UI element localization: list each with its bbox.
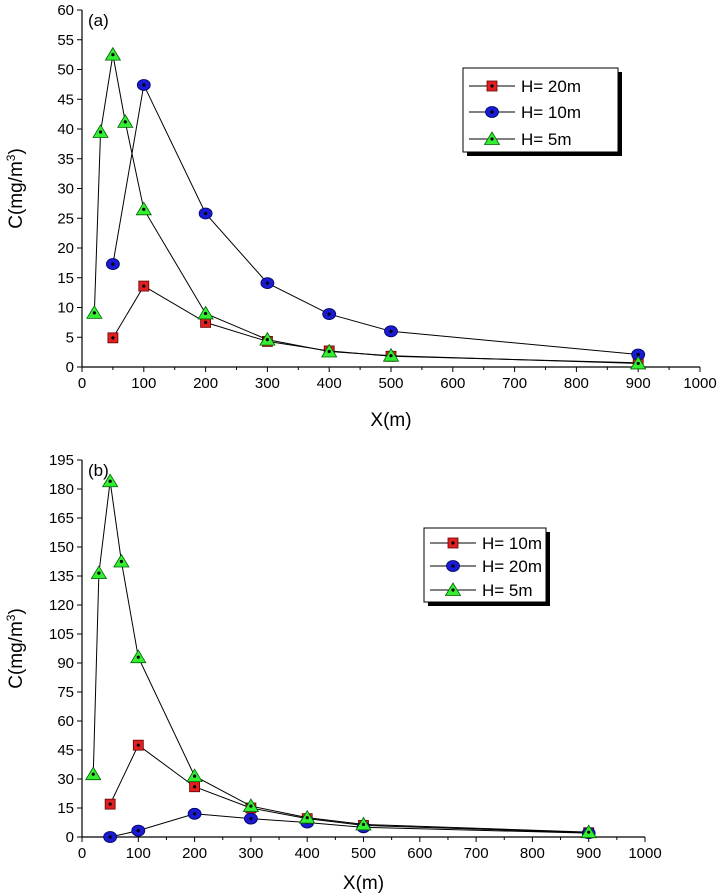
x-tick-label: 1000 — [683, 375, 716, 392]
x-tick-label: 500 — [378, 375, 403, 392]
x-tick-label: 600 — [440, 375, 465, 392]
panel-b: 0 100 200 300 400 500 600 700 800 900 1000 0 15 30 45 6… — [4, 452, 662, 894]
legend-entry: H= 10m — [469, 103, 581, 122]
y-tick-label: 0 — [66, 829, 74, 846]
legend-entry: H= 20m — [469, 77, 581, 96]
x-tick-label: 700 — [464, 845, 489, 862]
x-tick-label: 300 — [255, 375, 280, 392]
panel-a: 0 100 200 300 400 500 600 700 800 900 1000 0 5 10 15 20… — [4, 2, 717, 431]
y-tick-label: 35 — [57, 151, 74, 168]
y-tick-label: 180 — [49, 481, 74, 498]
y-tick-label: 60 — [57, 2, 74, 19]
x-tick-label: 800 — [520, 845, 545, 862]
x-tick-label: 100 — [126, 845, 151, 862]
series-line — [92, 481, 589, 833]
legend: H= 20m H= 10m H= 5m — [462, 67, 622, 156]
y-tick-label: 20 — [57, 240, 74, 257]
y-tick-label: 120 — [49, 597, 74, 614]
x-tick-label: 100 — [131, 375, 156, 392]
legend: H= 10m H= 20m H= 5m — [423, 527, 550, 606]
series-circle — [106, 79, 646, 361]
y-tick-label: 25 — [57, 210, 74, 227]
y-tick-label: 55 — [57, 32, 74, 49]
y-tick-label: 50 — [57, 62, 74, 79]
y-tick-label: 45 — [57, 742, 74, 759]
legend-label: H= 20m — [482, 557, 542, 576]
y-tick-label: 165 — [49, 510, 74, 527]
panel-label: (b) — [88, 461, 109, 480]
y-tick-label: 15 — [57, 800, 74, 817]
series-triangle — [86, 46, 647, 370]
y-tick-label: 10 — [57, 300, 74, 317]
y-tick-label: 30 — [57, 771, 74, 788]
x-tick-label: 700 — [502, 375, 527, 392]
y-tick-label: 90 — [57, 655, 74, 672]
y-tick-label: 195 — [49, 452, 74, 469]
x-tick-label: 0 — [78, 375, 86, 392]
x-tick-label: 400 — [295, 845, 320, 862]
y-tick-label: 150 — [49, 539, 74, 556]
series-triangle — [85, 473, 597, 839]
y-tick-label: 15 — [57, 270, 74, 287]
x-tick-label: 600 — [407, 845, 432, 862]
y-axis-title: C(mg/m3) — [4, 148, 27, 229]
x-axis-title: X(m) — [343, 873, 384, 894]
x-tick-label: 900 — [576, 845, 601, 862]
y-tick-label: 5 — [66, 329, 74, 346]
series-line — [93, 54, 639, 364]
x-tick-label: 800 — [564, 375, 589, 392]
legend-entry: H= 10m — [430, 534, 542, 553]
legend-entry: H= 5m — [430, 581, 533, 600]
y-axis-title: C(mg/m3) — [4, 608, 27, 689]
legend-entry: H= 20m — [430, 557, 542, 576]
legend-label: H= 20m — [521, 77, 581, 96]
legend-label: H= 10m — [521, 103, 581, 122]
x-tick-label: 300 — [238, 845, 263, 862]
y-tick-label: 60 — [57, 713, 74, 730]
y-tick-label: 30 — [57, 181, 74, 198]
y-tick-label: 105 — [49, 626, 74, 643]
x-tick-label: 1000 — [628, 845, 661, 862]
legend-label: H= 5m — [482, 581, 533, 600]
y-tick-label: 0 — [66, 359, 74, 376]
y-tick-label: 75 — [57, 684, 74, 701]
y-tick-label: 135 — [49, 568, 74, 585]
x-tick-label: 400 — [317, 375, 342, 392]
x-tick-label: 200 — [182, 845, 207, 862]
legend-box — [423, 527, 547, 603]
legend-label: H= 10m — [482, 534, 542, 553]
x-tick-label: 200 — [193, 375, 218, 392]
y-tick-label: 45 — [57, 91, 74, 108]
legend-label: H= 5m — [521, 130, 572, 149]
x-tick-label: 0 — [78, 845, 86, 862]
y-tick-label: 40 — [57, 121, 74, 138]
x-axis-title: X(m) — [370, 410, 411, 431]
x-tick-label: 900 — [626, 375, 651, 392]
x-tick-label: 500 — [351, 845, 376, 862]
legend-entry: H= 5m — [469, 130, 572, 149]
panel-label: (a) — [88, 11, 109, 30]
